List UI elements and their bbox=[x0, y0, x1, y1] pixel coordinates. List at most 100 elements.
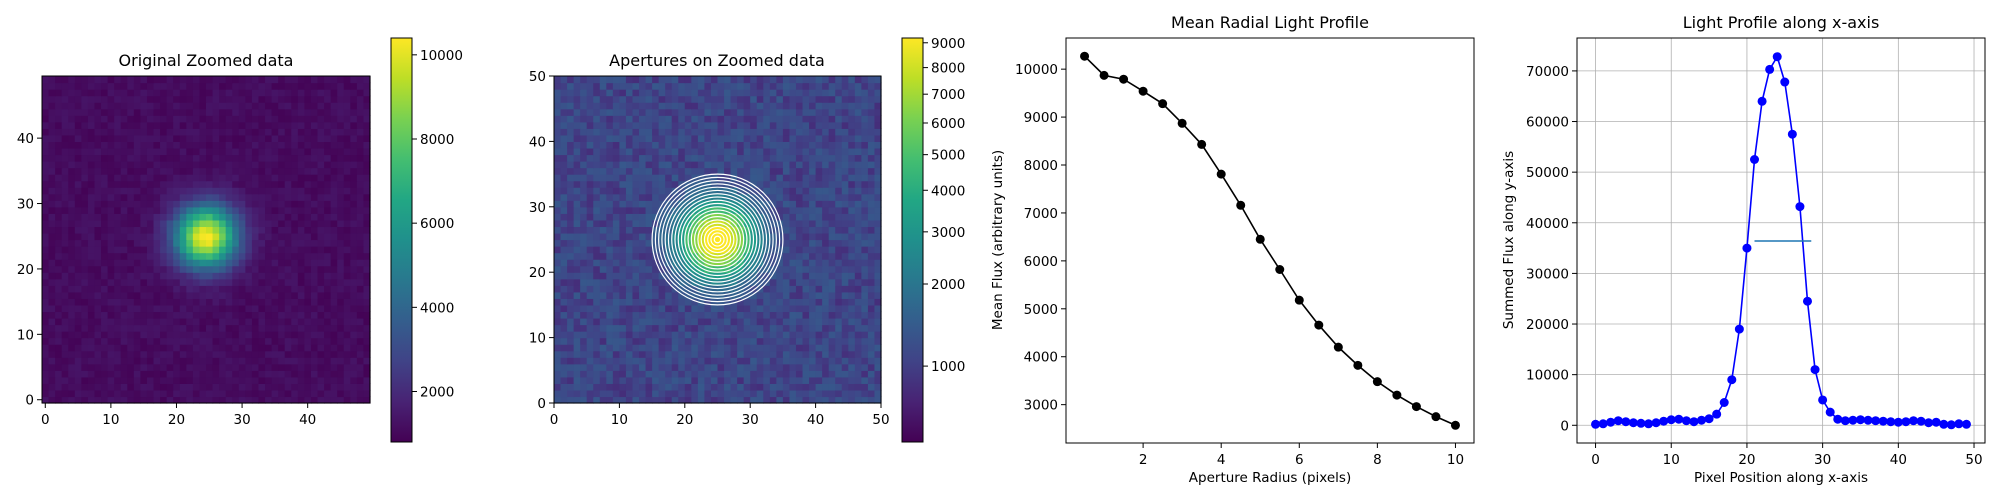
heatmap-cell bbox=[265, 298, 273, 306]
heatmap-cell bbox=[828, 350, 836, 358]
heatmap-cell bbox=[815, 324, 823, 332]
heatmap-cell bbox=[606, 232, 614, 241]
heatmap-cell bbox=[815, 108, 823, 116]
heatmap-cell bbox=[763, 383, 771, 391]
heatmap-cell bbox=[717, 246, 725, 254]
heatmap-cell bbox=[730, 239, 738, 247]
heatmap-cell bbox=[133, 259, 141, 267]
heatmap-cell bbox=[61, 357, 69, 365]
heatmap-cell bbox=[238, 357, 246, 365]
heatmap-cell bbox=[730, 82, 738, 90]
heatmap-cell bbox=[265, 102, 273, 110]
heatmap-cell bbox=[251, 311, 260, 319]
heatmap-cell bbox=[42, 95, 50, 103]
heatmap-cell bbox=[74, 246, 82, 254]
heatmap-cell bbox=[68, 115, 76, 123]
heatmap-cell bbox=[737, 363, 745, 371]
heatmap-cell bbox=[219, 102, 227, 110]
heatmap-cell bbox=[278, 219, 286, 228]
heatmap-cell bbox=[580, 278, 588, 286]
heatmap-cell bbox=[74, 200, 82, 208]
heatmap-cell bbox=[120, 396, 128, 404]
heatmap-cell bbox=[625, 187, 634, 195]
heatmap-cell bbox=[697, 147, 706, 156]
y-tick-label: 20 bbox=[17, 262, 34, 278]
heatmap-cell bbox=[763, 161, 771, 169]
heatmap-cell bbox=[120, 95, 128, 103]
heatmap-cell bbox=[61, 82, 69, 90]
heatmap-cell bbox=[173, 213, 181, 221]
heatmap-cell bbox=[710, 396, 719, 404]
heatmap-cell bbox=[717, 141, 725, 149]
heatmap-cell bbox=[586, 331, 594, 339]
heatmap-cell bbox=[652, 278, 660, 286]
heatmap-cell bbox=[691, 95, 699, 103]
heatmap-cell bbox=[245, 180, 253, 188]
heatmap-cell bbox=[114, 219, 122, 228]
heatmap-cell bbox=[619, 134, 627, 142]
heatmap-cell bbox=[874, 226, 882, 234]
heatmap-cell bbox=[593, 128, 601, 136]
heatmap-cell bbox=[560, 174, 568, 182]
heatmap-cell bbox=[343, 298, 351, 306]
heatmap-cell bbox=[94, 363, 102, 371]
heatmap-cell bbox=[258, 226, 266, 234]
heatmap-cell bbox=[717, 95, 725, 103]
heatmap-cell bbox=[291, 278, 299, 286]
heatmap-cell bbox=[743, 174, 751, 182]
heatmap-cell bbox=[238, 311, 246, 319]
heatmap-cell bbox=[652, 370, 660, 378]
heatmap-cell bbox=[625, 193, 634, 201]
heatmap-cell bbox=[822, 174, 830, 182]
heatmap-cell bbox=[867, 298, 876, 306]
heatmap-cell bbox=[271, 213, 279, 221]
heatmap-cell bbox=[567, 206, 575, 214]
heatmap-cell bbox=[704, 278, 712, 286]
heatmap-cell bbox=[573, 154, 581, 162]
heatmap-cell bbox=[848, 389, 856, 398]
heatmap-cell bbox=[55, 383, 63, 391]
heatmap-cell bbox=[710, 304, 719, 313]
heatmap-cell bbox=[802, 219, 810, 228]
heatmap-cell bbox=[120, 357, 128, 365]
heatmap-cell bbox=[55, 370, 63, 378]
heatmap-cell bbox=[304, 317, 312, 326]
heatmap-cell bbox=[756, 167, 764, 175]
heatmap-cell bbox=[828, 206, 836, 214]
heatmap-cell bbox=[363, 147, 371, 156]
heatmap-cell bbox=[192, 180, 201, 188]
heatmap-cell bbox=[704, 219, 712, 228]
heatmap-cell bbox=[743, 370, 751, 378]
heatmap-cell bbox=[265, 213, 273, 221]
heatmap-cell bbox=[750, 363, 758, 371]
heatmap-cell bbox=[61, 115, 69, 123]
heatmap-cell bbox=[554, 324, 562, 332]
heatmap-cell bbox=[593, 304, 601, 313]
heatmap-cell bbox=[114, 121, 122, 129]
heatmap-cell bbox=[186, 324, 194, 332]
heatmap-cell bbox=[769, 376, 777, 384]
heatmap-cell bbox=[245, 265, 253, 273]
heatmap-cell bbox=[265, 174, 273, 182]
heatmap-cell bbox=[704, 154, 712, 162]
heatmap-cell bbox=[612, 213, 620, 221]
heatmap-cell bbox=[140, 174, 148, 182]
heatmap-cell bbox=[763, 291, 771, 299]
heatmap-cell bbox=[835, 357, 843, 365]
heatmap-cell bbox=[717, 128, 725, 136]
heatmap-cell bbox=[127, 337, 135, 345]
heatmap-cell bbox=[678, 291, 686, 299]
heatmap-cell bbox=[717, 396, 725, 404]
heatmap-cell bbox=[789, 370, 797, 378]
heatmap-cell bbox=[612, 350, 620, 358]
heatmap-cell bbox=[160, 154, 168, 162]
heatmap-cell bbox=[619, 82, 627, 90]
heatmap-cell bbox=[789, 134, 797, 142]
heatmap-cell bbox=[153, 396, 161, 404]
heatmap-cell bbox=[304, 82, 312, 90]
heatmap-cell bbox=[861, 370, 869, 378]
heatmap-cell bbox=[140, 246, 148, 254]
heatmap-cell bbox=[724, 213, 732, 221]
heatmap-cell bbox=[795, 317, 804, 326]
heatmap-cell bbox=[304, 180, 312, 188]
